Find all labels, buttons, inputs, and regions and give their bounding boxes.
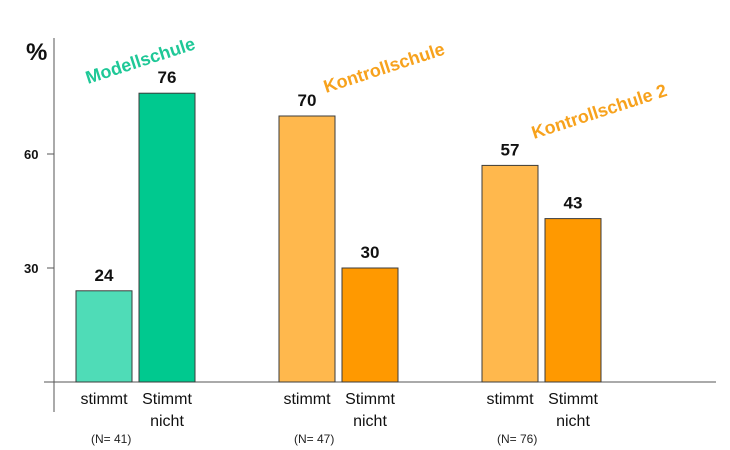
bar-category-label: nicht xyxy=(150,413,184,430)
bar-category-label: Stimmt xyxy=(548,391,598,408)
bar-value-label: 57 xyxy=(501,140,520,159)
group-n-label: (N= 47) xyxy=(294,432,334,446)
bar-value-label: 76 xyxy=(158,68,177,87)
group-title: Kontrollschule 2 xyxy=(529,80,669,143)
group-n-label: (N= 41) xyxy=(91,432,131,446)
group-n-label: (N= 76) xyxy=(497,432,537,446)
bar-value-label: 70 xyxy=(298,91,317,110)
bar-category-label: nicht xyxy=(353,413,387,430)
bar xyxy=(481,164,539,383)
bar-category-label: Stimmt xyxy=(345,391,395,408)
bar xyxy=(278,115,336,383)
bar-category-label: nicht xyxy=(556,413,590,430)
group-title: Kontrollschule xyxy=(321,39,447,97)
bar-category-label: stimmt xyxy=(283,391,331,408)
bar xyxy=(544,218,602,383)
y-tick-label: 30 xyxy=(24,261,38,276)
bar-category-label: Stimmt xyxy=(142,391,192,408)
group-title: Modellschule xyxy=(83,34,198,88)
y-axis-label: % xyxy=(26,39,47,66)
bar-value-label: 30 xyxy=(361,243,380,262)
bar xyxy=(138,92,196,383)
y-tick-label: 60 xyxy=(24,147,38,162)
bar xyxy=(341,267,399,383)
bar xyxy=(75,290,133,383)
bar-category-label: stimmt xyxy=(486,391,534,408)
bar-category-label: stimmt xyxy=(80,391,128,408)
bar-value-label: 24 xyxy=(95,266,114,285)
bar-value-label: 43 xyxy=(564,194,583,213)
